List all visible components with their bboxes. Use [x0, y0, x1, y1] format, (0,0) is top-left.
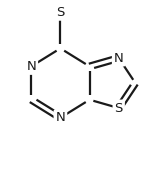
Text: S: S [115, 102, 123, 114]
Text: S: S [56, 6, 65, 19]
Text: N: N [55, 111, 65, 124]
Text: N: N [114, 51, 124, 65]
Text: N: N [26, 60, 36, 73]
